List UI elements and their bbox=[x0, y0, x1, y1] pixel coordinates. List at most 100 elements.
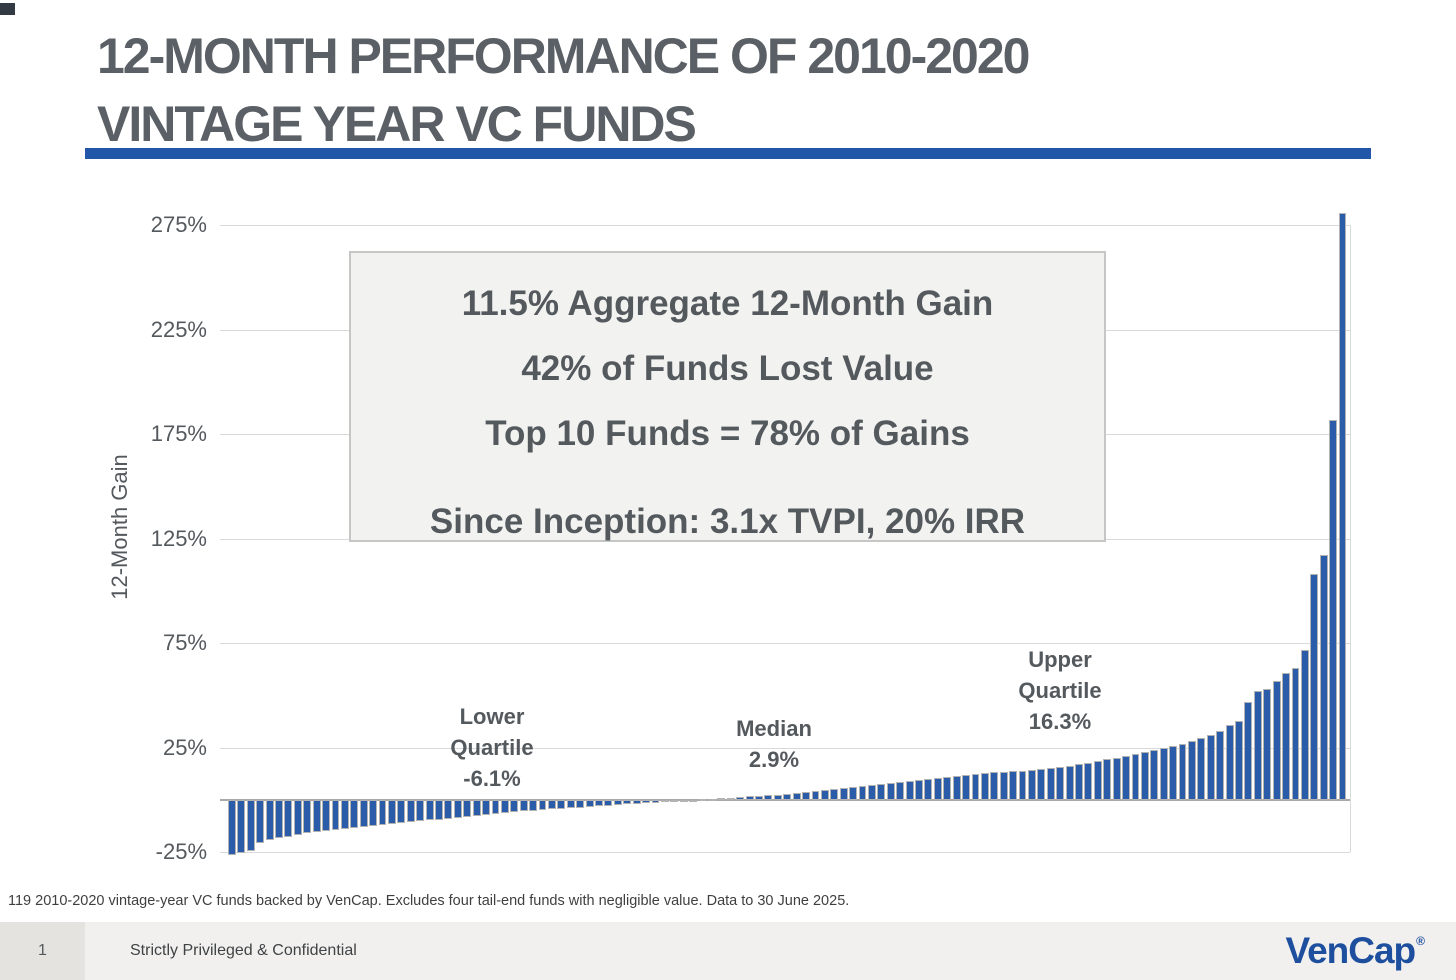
bar-fund-3 bbox=[246, 800, 255, 852]
corner-mark bbox=[0, 3, 15, 15]
bar-fund-107 bbox=[1225, 724, 1234, 800]
bar-fund-71 bbox=[886, 783, 895, 800]
bar-fund-47 bbox=[660, 800, 669, 802]
bar-fund-119 bbox=[1338, 212, 1347, 800]
bar-fund-112 bbox=[1272, 680, 1281, 800]
bar-fund-18 bbox=[388, 800, 396, 824]
bar-fund-63 bbox=[811, 791, 820, 800]
annotation-median-line: Median bbox=[736, 716, 812, 741]
bar-fund-35 bbox=[548, 800, 556, 810]
page-title: 12-MONTH PERFORMANCE OF 2010-2020 VINTAG… bbox=[97, 22, 1367, 158]
bar-fund-15 bbox=[359, 800, 368, 827]
bar-fund-89 bbox=[1056, 766, 1065, 800]
bar-fund-25 bbox=[453, 800, 462, 818]
bar-fund-26 bbox=[463, 800, 472, 818]
bar-fund-104 bbox=[1197, 738, 1206, 800]
bar-fund-106 bbox=[1216, 731, 1225, 800]
annotation-lower-quartile-value: -6.1% bbox=[463, 766, 521, 791]
bar-fund-83 bbox=[999, 771, 1008, 800]
bar-fund-50 bbox=[689, 800, 698, 802]
y-axis-tick-label: -25% bbox=[155, 839, 207, 865]
bar-fund-109 bbox=[1244, 701, 1253, 800]
bar-fund-100 bbox=[1159, 748, 1168, 800]
y-axis-tick-label: 125% bbox=[150, 525, 207, 551]
y-axis-tick-label: 25% bbox=[162, 734, 207, 760]
bar-fund-108 bbox=[1235, 720, 1243, 800]
bar-fund-4 bbox=[256, 800, 265, 844]
bar-fund-34 bbox=[538, 800, 547, 811]
bar-fund-48 bbox=[670, 800, 679, 802]
annotation-upper-quartile-line: Quartile bbox=[1018, 678, 1102, 703]
annotation-upper-quartile-line: Upper bbox=[1028, 647, 1092, 672]
bar-fund-69 bbox=[868, 785, 876, 800]
bar-fund-11 bbox=[322, 800, 330, 831]
annotation-lower-quartile-line: Lower bbox=[459, 704, 525, 729]
bar-fund-52 bbox=[708, 798, 716, 801]
bar-fund-80 bbox=[971, 773, 980, 800]
bar-fund-86 bbox=[1028, 769, 1036, 800]
bar-fund-57 bbox=[755, 795, 763, 800]
x-axis-zero-line bbox=[220, 799, 1350, 801]
bar-fund-114 bbox=[1291, 668, 1300, 800]
bar-fund-49 bbox=[679, 800, 688, 802]
bar-fund-46 bbox=[651, 800, 660, 803]
confidentiality-label: Strictly Privileged & Confidential bbox=[130, 942, 357, 959]
bar-fund-91 bbox=[1075, 764, 1083, 800]
bar-fund-14 bbox=[350, 800, 359, 828]
bar-fund-70 bbox=[877, 784, 886, 800]
footnote: 119 2010-2020 vintage-year VC funds back… bbox=[8, 893, 850, 909]
bar-fund-37 bbox=[566, 800, 575, 809]
footer-bar: 1 Strictly Privileged & Confidential Ven… bbox=[0, 922, 1456, 980]
bar-fund-61 bbox=[792, 793, 801, 800]
y-axis-tick-label: 175% bbox=[150, 421, 207, 447]
bar-fund-30 bbox=[500, 800, 509, 813]
bar-fund-40 bbox=[595, 800, 603, 807]
bar-fund-51 bbox=[698, 799, 707, 801]
bar-fund-19 bbox=[397, 800, 406, 823]
bar-fund-102 bbox=[1178, 743, 1187, 800]
bar-fund-67 bbox=[849, 787, 858, 800]
bar-fund-28 bbox=[482, 800, 490, 816]
bar-fund-118 bbox=[1329, 419, 1338, 800]
bar-fund-94 bbox=[1103, 759, 1112, 800]
bar-fund-85 bbox=[1018, 770, 1027, 800]
bar-fund-55 bbox=[736, 797, 745, 800]
bar-fund-64 bbox=[820, 790, 829, 800]
bar-fund-110 bbox=[1253, 691, 1262, 800]
bar-fund-73 bbox=[905, 780, 914, 800]
page-title-line-2: VINTAGE YEAR VC FUNDS bbox=[97, 96, 697, 152]
bar-fund-12 bbox=[331, 800, 340, 830]
bar-fund-33 bbox=[529, 800, 538, 811]
bar-fund-39 bbox=[585, 800, 594, 807]
bar-fund-9 bbox=[303, 800, 312, 834]
bar-fund-74 bbox=[915, 779, 923, 800]
bar-fund-23 bbox=[435, 800, 443, 820]
bar-fund-62 bbox=[802, 792, 810, 800]
bar-fund-95 bbox=[1112, 757, 1121, 800]
bar-fund-44 bbox=[632, 800, 641, 804]
vencap-logo: VenCap ® bbox=[1285, 922, 1425, 980]
bar-fund-98 bbox=[1140, 752, 1149, 800]
bar-fund-97 bbox=[1131, 754, 1140, 800]
bar-fund-87 bbox=[1037, 768, 1046, 800]
bar-fund-92 bbox=[1084, 762, 1093, 800]
bar-fund-2 bbox=[237, 800, 246, 854]
bar-fund-115 bbox=[1300, 649, 1309, 800]
bar-fund-79 bbox=[962, 774, 970, 800]
annotation-upper-quartile: Upper Quartile 16.3% bbox=[1018, 644, 1101, 737]
annotation-upper-quartile-value: 16.3% bbox=[1028, 709, 1092, 734]
bar-fund-32 bbox=[519, 800, 528, 812]
bar-fund-42 bbox=[613, 800, 622, 806]
bar-fund-53 bbox=[717, 798, 726, 801]
registered-trademark-icon: ® bbox=[1416, 934, 1425, 948]
bar-fund-65 bbox=[830, 789, 839, 800]
title-underline bbox=[85, 148, 1371, 159]
bar-fund-113 bbox=[1282, 672, 1290, 800]
stat-since-inception: Since Inception: 3.1x TVPI, 20% IRR bbox=[429, 502, 1026, 541]
bar-fund-20 bbox=[406, 800, 415, 823]
y-axis-tick-label: 275% bbox=[150, 212, 207, 238]
bar-fund-82 bbox=[990, 772, 999, 800]
gridline--25pct bbox=[220, 852, 1350, 854]
vencap-logo-text: VenCap bbox=[1285, 930, 1416, 971]
plot-right-border bbox=[1350, 225, 1351, 853]
